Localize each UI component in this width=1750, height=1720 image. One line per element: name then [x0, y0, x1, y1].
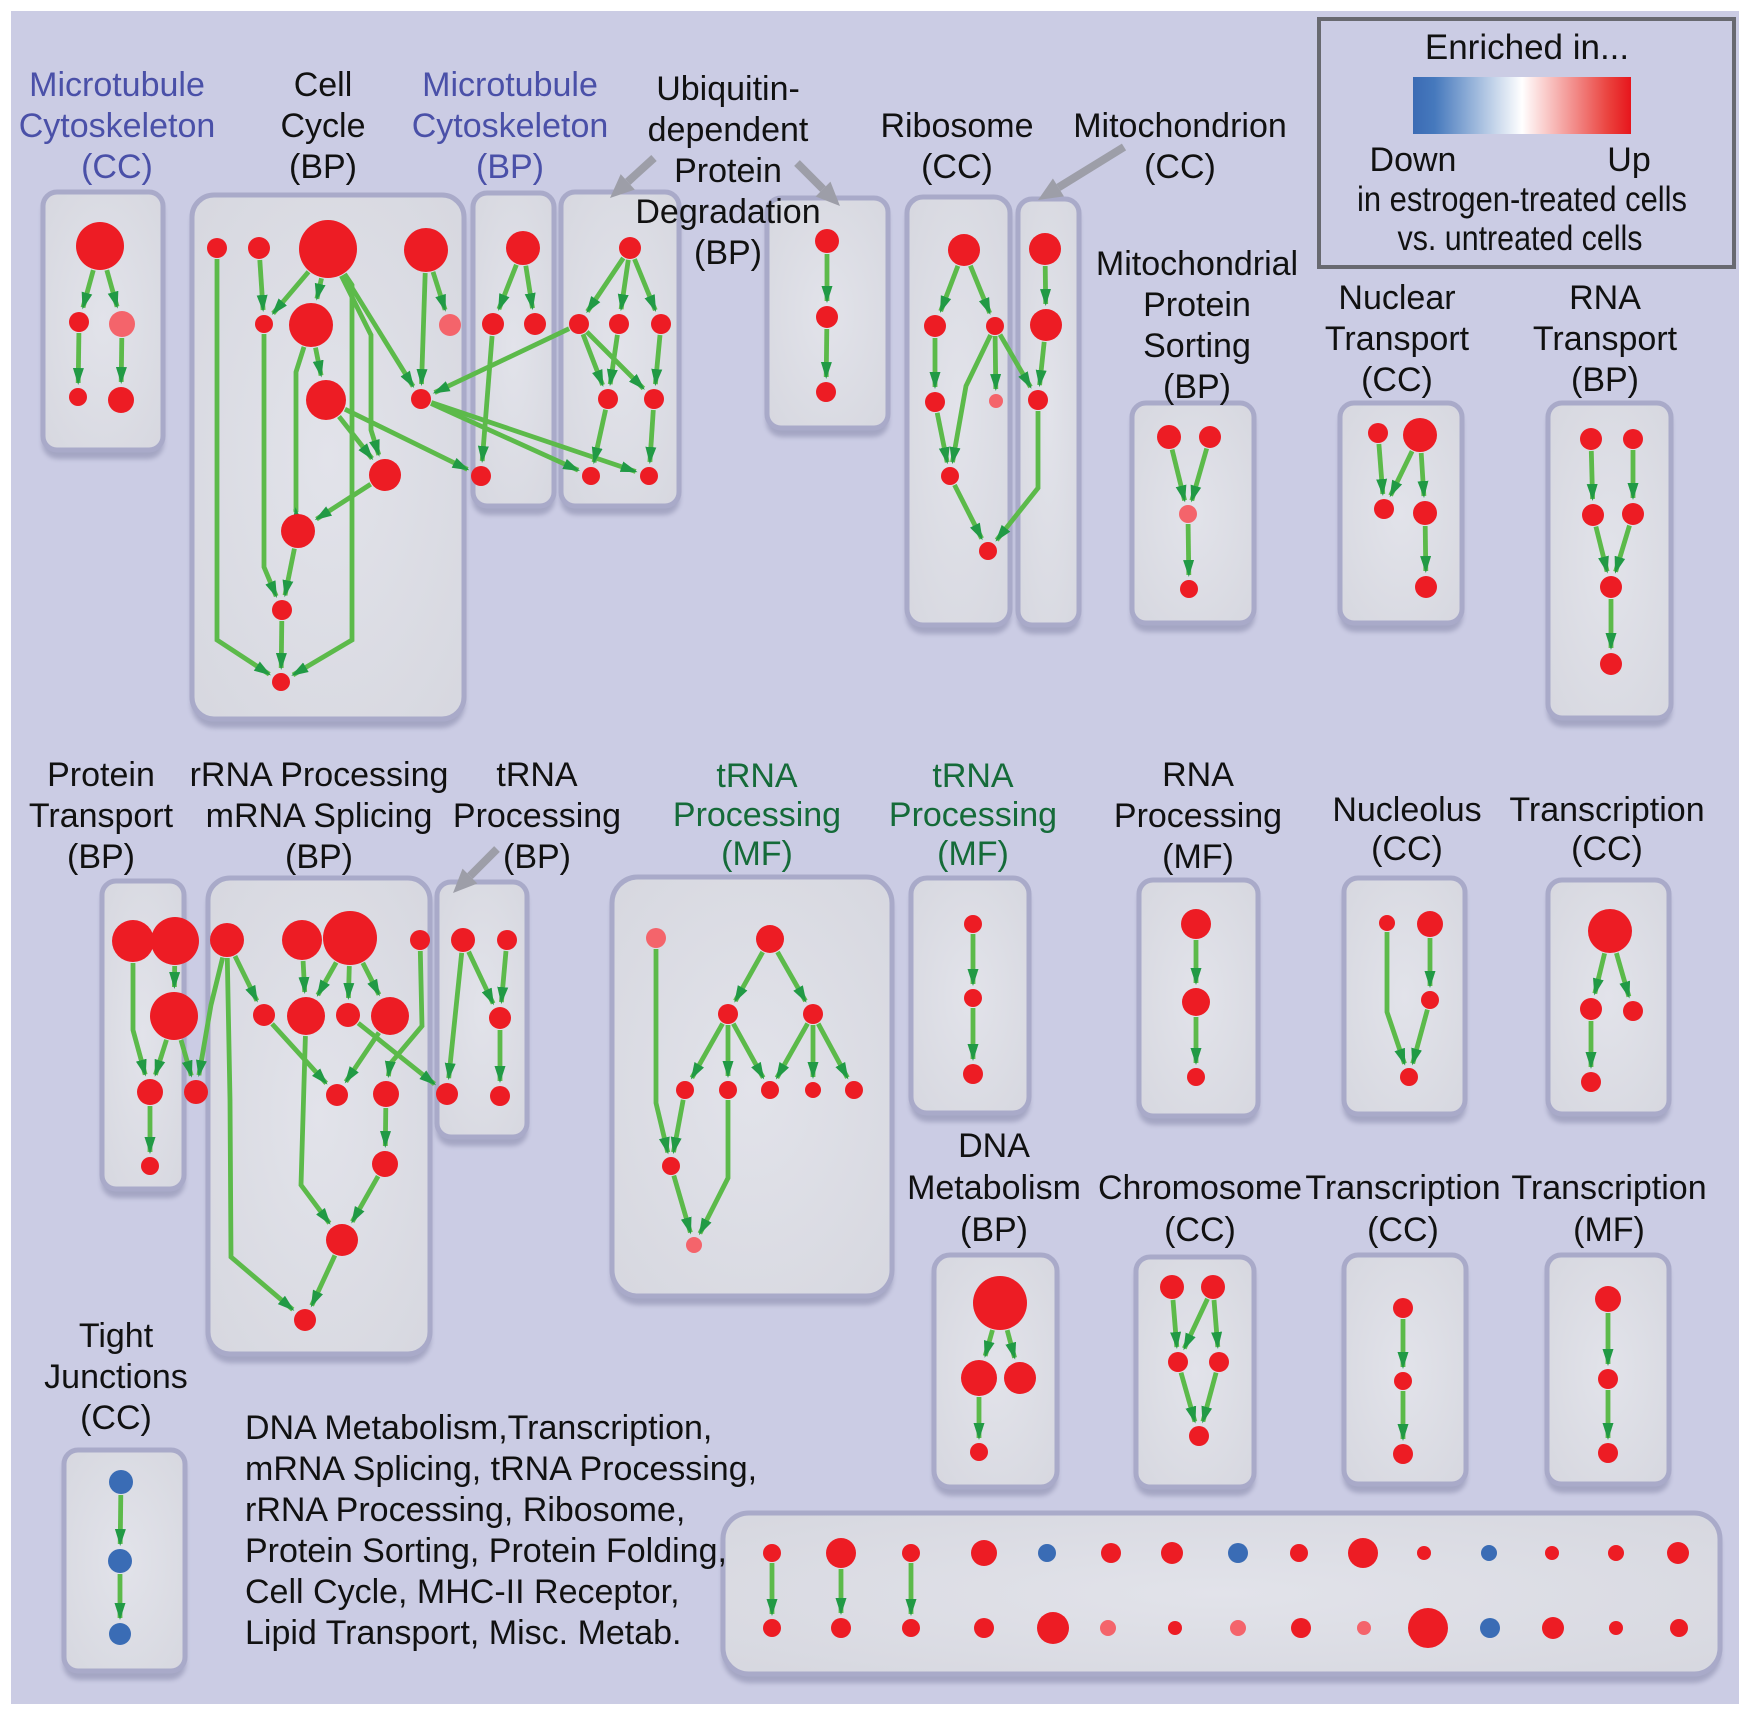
svg-text:(CC): (CC)	[1164, 1211, 1236, 1249]
svg-text:Tight: Tight	[79, 1317, 154, 1355]
svg-text:(BP): (BP)	[1571, 361, 1639, 399]
svg-text:Mitochondrial: Mitochondrial	[1096, 245, 1298, 283]
svg-text:(CC): (CC)	[1371, 830, 1443, 868]
svg-text:(CC): (CC)	[1571, 830, 1643, 868]
svg-text:mRNA Splicing: mRNA Splicing	[206, 797, 433, 835]
svg-text:Chromosome: Chromosome	[1098, 1169, 1302, 1207]
svg-text:(CC): (CC)	[80, 1399, 152, 1437]
svg-text:(CC): (CC)	[81, 148, 153, 186]
svg-text:Processing: Processing	[453, 797, 621, 835]
svg-text:Metabolism: Metabolism	[907, 1169, 1081, 1207]
svg-text:Down: Down	[1370, 141, 1457, 179]
svg-text:Cell Cycle, MHC-II Receptor,: Cell Cycle, MHC-II Receptor,	[245, 1573, 680, 1611]
svg-text:mRNA Splicing, tRNA Processing: mRNA Splicing, tRNA Processing,	[245, 1450, 757, 1488]
svg-text:(CC): (CC)	[1144, 148, 1216, 186]
svg-text:Ubiquitin-: Ubiquitin-	[656, 70, 800, 108]
svg-text:Enriched in...: Enriched in...	[1425, 28, 1629, 67]
svg-text:(CC): (CC)	[921, 148, 993, 186]
svg-text:Cytoskeleton: Cytoskeleton	[412, 107, 609, 145]
svg-text:Microtubule: Microtubule	[29, 66, 205, 104]
svg-text:rRNA Processing, Ribosome,: rRNA Processing, Ribosome,	[245, 1491, 685, 1529]
svg-text:Nuclear: Nuclear	[1338, 279, 1455, 317]
svg-text:vs. untreated cells: vs. untreated cells	[1398, 219, 1643, 258]
svg-text:Sorting: Sorting	[1143, 327, 1251, 365]
svg-text:Microtubule: Microtubule	[422, 66, 598, 104]
svg-text:Transport: Transport	[1533, 320, 1678, 358]
svg-text:Protein: Protein	[1143, 286, 1251, 324]
svg-text:(MF): (MF)	[1162, 838, 1234, 876]
svg-text:DNA: DNA	[958, 1127, 1030, 1165]
svg-text:Protein: Protein	[674, 152, 782, 190]
svg-text:rRNA Processing: rRNA Processing	[190, 756, 449, 794]
svg-text:(MF): (MF)	[937, 835, 1009, 873]
svg-text:(BP): (BP)	[285, 838, 353, 876]
svg-text:tRNA: tRNA	[496, 756, 578, 794]
svg-text:Protein: Protein	[47, 756, 155, 794]
svg-text:Ribosome: Ribosome	[880, 107, 1033, 145]
svg-text:Transport: Transport	[29, 797, 174, 835]
svg-text:Transcription: Transcription	[1509, 791, 1704, 829]
svg-text:Mitochondrion: Mitochondrion	[1073, 107, 1287, 145]
svg-text:Protein Sorting, Protein Foldi: Protein Sorting, Protein Folding,	[245, 1532, 727, 1570]
svg-text:Up: Up	[1607, 141, 1650, 179]
svg-text:Degradation: Degradation	[635, 193, 820, 231]
svg-text:Cycle: Cycle	[280, 107, 365, 145]
svg-text:(BP): (BP)	[476, 148, 544, 186]
svg-text:Nucleolus: Nucleolus	[1332, 791, 1481, 829]
svg-text:Processing: Processing	[1114, 797, 1282, 835]
svg-text:Lipid Transport, Misc. Metab.: Lipid Transport, Misc. Metab.	[245, 1614, 682, 1652]
svg-text:DNA Metabolism,Transcription,: DNA Metabolism,Transcription,	[245, 1409, 712, 1447]
svg-text:Transport: Transport	[1325, 320, 1470, 358]
svg-text:(MF): (MF)	[1573, 1211, 1645, 1249]
svg-text:Transcription: Transcription	[1511, 1169, 1706, 1207]
svg-text:(BP): (BP)	[67, 838, 135, 876]
svg-text:(BP): (BP)	[694, 234, 762, 272]
svg-text:(BP): (BP)	[289, 148, 357, 186]
svg-text:tRNA: tRNA	[932, 757, 1014, 795]
svg-text:dependent: dependent	[648, 111, 809, 149]
svg-text:(CC): (CC)	[1367, 1211, 1439, 1249]
svg-text:(BP): (BP)	[503, 838, 571, 876]
svg-text:Junctions: Junctions	[44, 1358, 188, 1396]
svg-text:Cell: Cell	[294, 66, 353, 104]
svg-text:(BP): (BP)	[1163, 368, 1231, 406]
svg-text:RNA: RNA	[1162, 756, 1234, 794]
svg-text:Processing: Processing	[889, 796, 1057, 834]
svg-text:(BP): (BP)	[960, 1211, 1028, 1249]
svg-text:(CC): (CC)	[1361, 361, 1433, 399]
svg-text:in estrogen-treated cells: in estrogen-treated cells	[1357, 180, 1687, 219]
svg-text:Transcription: Transcription	[1305, 1169, 1500, 1207]
svg-text:Processing: Processing	[673, 796, 841, 834]
svg-text:Cytoskeleton: Cytoskeleton	[19, 107, 216, 145]
svg-text:tRNA: tRNA	[716, 757, 798, 795]
svg-text:RNA: RNA	[1569, 279, 1641, 317]
svg-text:(MF): (MF)	[721, 835, 793, 873]
